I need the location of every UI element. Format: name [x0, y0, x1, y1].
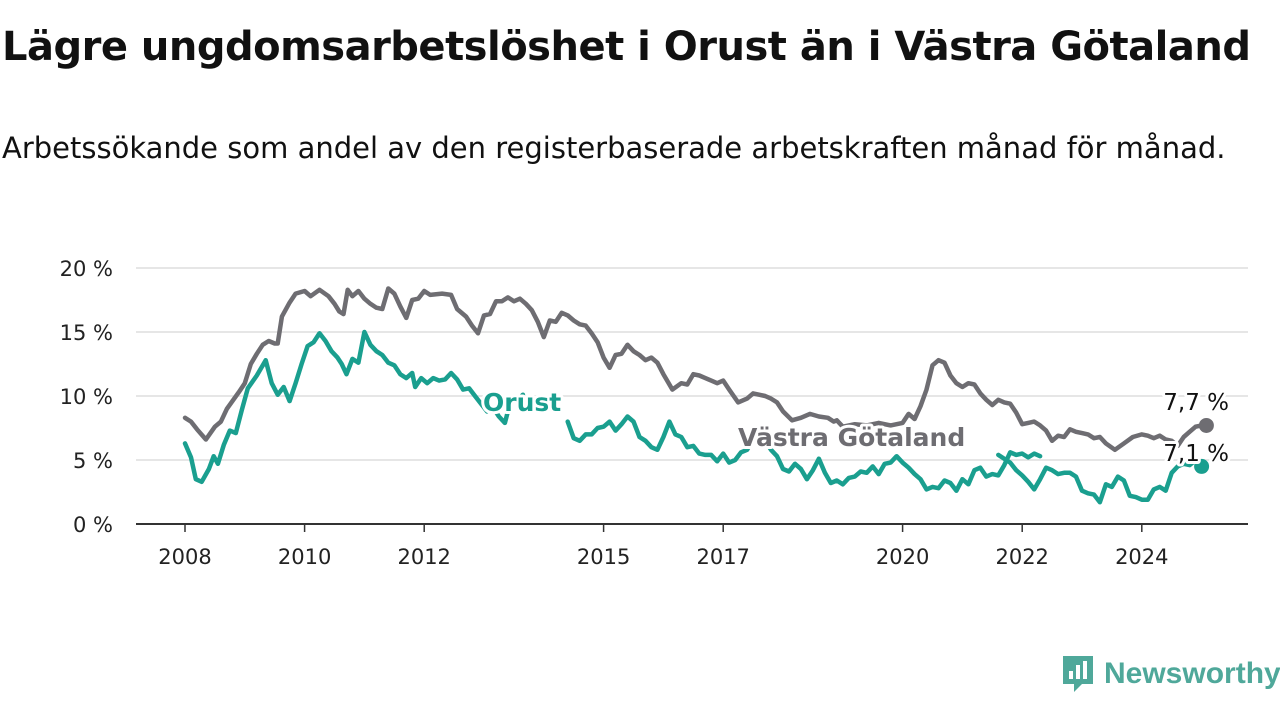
chart-subtitle: Arbetssökande som andel av den registerb…	[2, 131, 1226, 165]
newsworthy-logo-icon	[1063, 656, 1093, 692]
chart-title: Lägre ungdomsarbetslöshet i Orust än i V…	[2, 24, 1251, 70]
x-tick-label: 2024	[1115, 545, 1168, 569]
orust-end-value: 7,1 %	[1163, 441, 1229, 467]
x-tick-label: 2017	[696, 545, 749, 569]
vastra-gotaland-end-value: 7,7 %	[1163, 390, 1229, 416]
vastra-gotaland-series-label: Västra Götaland	[738, 423, 965, 452]
series-lines	[182, 286, 1214, 505]
y-tick-label: 5 %	[73, 449, 113, 473]
x-tick-label: 2015	[577, 545, 630, 569]
orust-end-point	[1194, 458, 1210, 474]
x-tick-label: 2010	[278, 545, 331, 569]
annotations: Orust Västra Götaland 7,7 % 7,1 %	[480, 385, 1232, 470]
orust-series-label: Orust	[483, 388, 561, 417]
x-tick-label: 2022	[995, 545, 1048, 569]
y-tick-label: 0 %	[73, 513, 113, 537]
newsworthy-logo[interactable]: Newsworthy	[1060, 654, 1280, 694]
y-tick-label: 20 %	[60, 257, 113, 281]
y-tick-label: 15 %	[60, 321, 113, 345]
newsworthy-brand-name: Newsworthy	[1104, 657, 1280, 690]
x-tick-label: 2012	[397, 545, 450, 569]
orust-line-segment-3	[996, 452, 1204, 505]
x-tick-label: 2020	[876, 545, 929, 569]
orust-line-segment-2	[565, 414, 1043, 493]
vastra-gotaland-end-point	[1198, 417, 1214, 433]
vastra-gotaland-line	[182, 286, 1209, 453]
orust-line-segment-1	[182, 329, 526, 485]
x-axis: 2008 2010 2012 2015 2017 2020 2022 2024	[158, 524, 1169, 569]
y-axis: 0 % 5 % 10 % 15 % 20 %	[60, 257, 113, 537]
x-tick-label: 2008	[158, 545, 211, 569]
y-tick-label: 10 %	[60, 385, 113, 409]
